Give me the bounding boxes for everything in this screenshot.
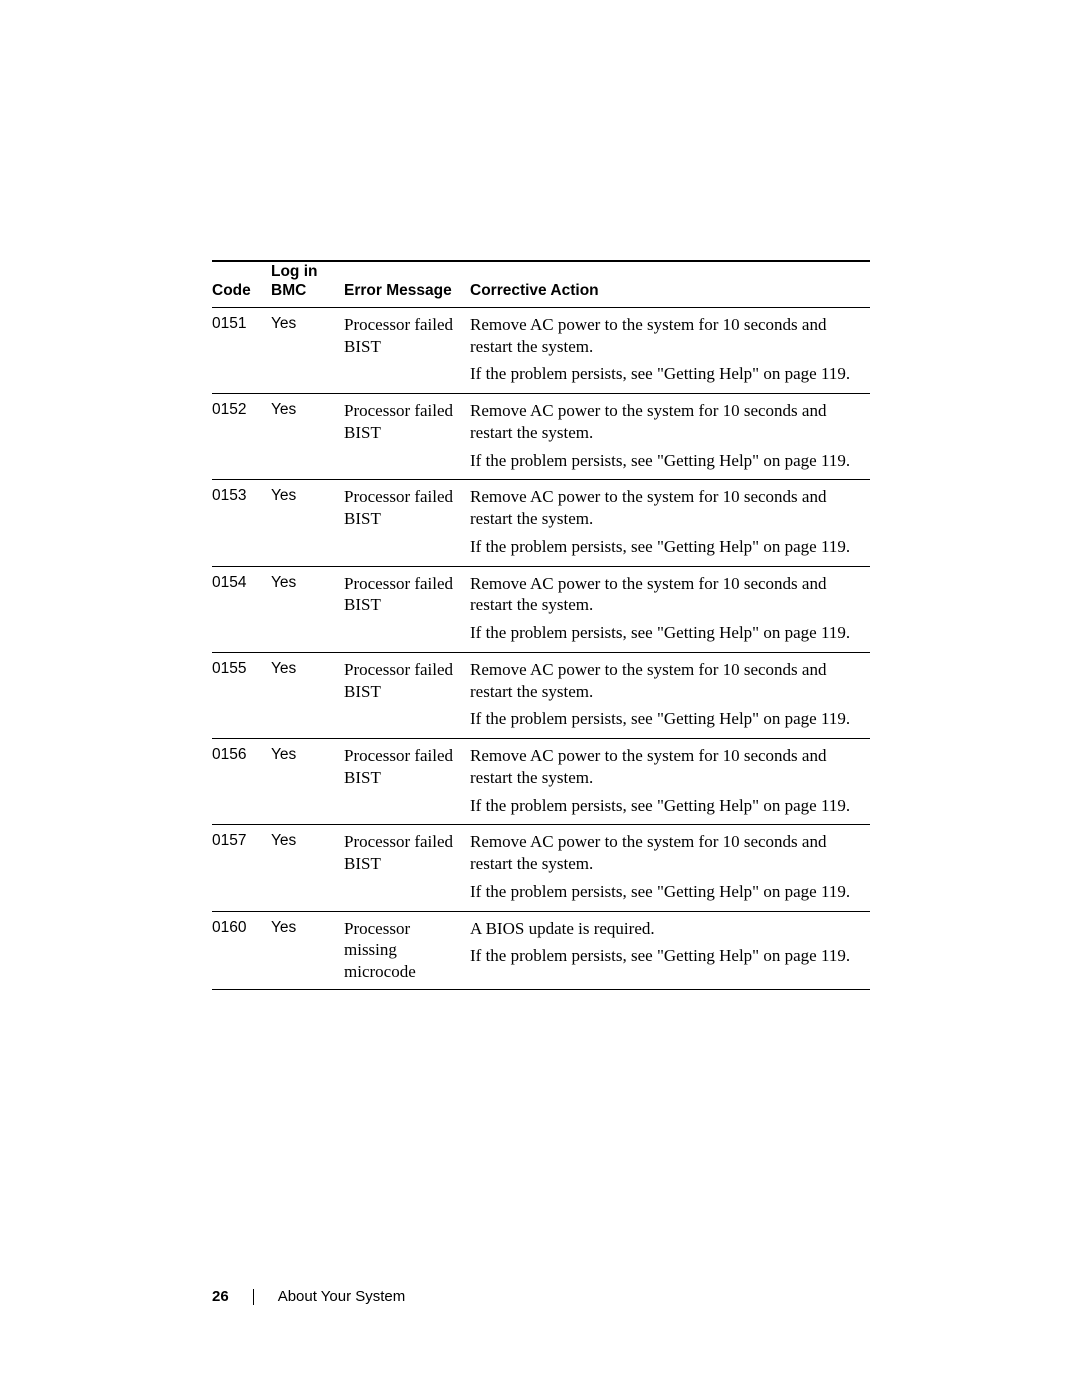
cell-action: Remove AC power to the system for 10 sec… <box>470 652 870 738</box>
table-row: 0160YesProcessor missing microcodeA BIOS… <box>212 911 870 989</box>
cell-error: Processor failed BIST <box>344 307 470 393</box>
table-row: 0152YesProcessor failed BISTRemove AC po… <box>212 394 870 480</box>
cell-bmc: Yes <box>271 307 344 393</box>
action-paragraph: Remove AC power to the system for 10 sec… <box>470 745 864 789</box>
section-title: About Your System <box>278 1288 406 1305</box>
cell-error: Processor failed BIST <box>344 480 470 566</box>
cell-bmc: Yes <box>271 652 344 738</box>
cell-action: Remove AC power to the system for 10 sec… <box>470 566 870 652</box>
cell-error: Processor failed BIST <box>344 739 470 825</box>
action-paragraph: If the problem persists, see "Getting He… <box>470 945 864 967</box>
table-row: 0154YesProcessor failed BISTRemove AC po… <box>212 566 870 652</box>
table-row: 0155YesProcessor failed BISTRemove AC po… <box>212 652 870 738</box>
cell-error: Processor missing microcode <box>344 911 470 989</box>
action-paragraph: Remove AC power to the system for 10 sec… <box>470 314 864 358</box>
action-paragraph: If the problem persists, see "Getting He… <box>470 708 864 730</box>
cell-bmc: Yes <box>271 394 344 480</box>
action-paragraph: If the problem persists, see "Getting He… <box>470 622 864 644</box>
footer-separator <box>253 1289 254 1305</box>
action-paragraph: If the problem persists, see "Getting He… <box>470 536 864 558</box>
cell-bmc: Yes <box>271 739 344 825</box>
header-bmc: Log in BMC <box>271 261 344 307</box>
cell-error: Processor failed BIST <box>344 652 470 738</box>
cell-bmc: Yes <box>271 480 344 566</box>
action-paragraph: Remove AC power to the system for 10 sec… <box>470 573 864 617</box>
action-paragraph: If the problem persists, see "Getting He… <box>470 450 864 472</box>
action-paragraph: Remove AC power to the system for 10 sec… <box>470 831 864 875</box>
cell-action: Remove AC power to the system for 10 sec… <box>470 394 870 480</box>
table-row: 0153YesProcessor failed BISTRemove AC po… <box>212 480 870 566</box>
cell-code: 0154 <box>212 566 271 652</box>
action-paragraph: A BIOS update is required. <box>470 918 864 940</box>
page-number: 26 <box>212 1288 229 1305</box>
cell-code: 0155 <box>212 652 271 738</box>
header-err: Error Message <box>344 261 470 307</box>
action-paragraph: Remove AC power to the system for 10 sec… <box>470 486 864 530</box>
action-paragraph: If the problem persists, see "Getting He… <box>470 795 864 817</box>
header-action: Corrective Action <box>470 261 870 307</box>
action-paragraph: Remove AC power to the system for 10 sec… <box>470 400 864 444</box>
table-row: 0157YesProcessor failed BISTRemove AC po… <box>212 825 870 911</box>
cell-bmc: Yes <box>271 566 344 652</box>
table-row: 0156YesProcessor failed BISTRemove AC po… <box>212 739 870 825</box>
cell-error: Processor failed BIST <box>344 394 470 480</box>
cell-code: 0156 <box>212 739 271 825</box>
cell-action: Remove AC power to the system for 10 sec… <box>470 307 870 393</box>
cell-action: Remove AC power to the system for 10 sec… <box>470 480 870 566</box>
table-header-row: Code Log in BMC Error Message Corrective… <box>212 261 870 307</box>
cell-bmc: Yes <box>271 911 344 989</box>
cell-code: 0152 <box>212 394 271 480</box>
action-paragraph: If the problem persists, see "Getting He… <box>470 881 864 903</box>
page-footer: 26 About Your System <box>212 1288 405 1305</box>
cell-bmc: Yes <box>271 825 344 911</box>
action-paragraph: Remove AC power to the system for 10 sec… <box>470 659 864 703</box>
cell-code: 0151 <box>212 307 271 393</box>
cell-action: A BIOS update is required. If the problem… <box>470 911 870 989</box>
cell-action: Remove AC power to the system for 10 sec… <box>470 825 870 911</box>
cell-code: 0160 <box>212 911 271 989</box>
header-code: Code <box>212 261 271 307</box>
cell-action: Remove AC power to the system for 10 sec… <box>470 739 870 825</box>
action-paragraph: If the problem persists, see "Getting He… <box>470 363 864 385</box>
cell-code: 0153 <box>212 480 271 566</box>
cell-error: Processor failed BIST <box>344 825 470 911</box>
table-row: 0151YesProcessor failed BISTRemove AC po… <box>212 307 870 393</box>
cell-error: Processor failed BIST <box>344 566 470 652</box>
error-code-table: Code Log in BMC Error Message Corrective… <box>212 260 870 990</box>
cell-code: 0157 <box>212 825 271 911</box>
